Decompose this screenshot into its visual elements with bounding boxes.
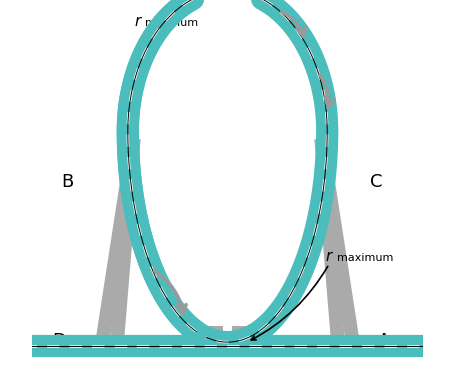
Text: D: D [52,332,66,350]
Text: minimum: minimum [146,18,198,29]
Text: maximum: maximum [337,253,394,263]
Text: $r$: $r$ [325,249,334,264]
Text: A: A [378,332,390,350]
Text: $r$: $r$ [134,14,143,29]
Text: C: C [370,173,382,191]
Text: B: B [61,173,73,191]
